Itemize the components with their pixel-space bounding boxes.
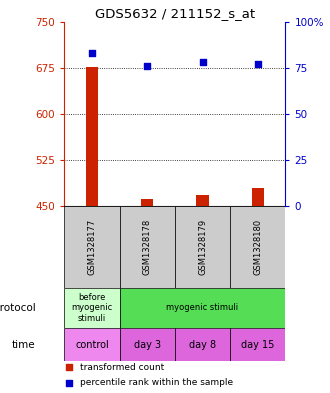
Bar: [252, 188, 264, 206]
Point: [200, 59, 205, 65]
Bar: [119, 206, 175, 288]
Text: day 8: day 8: [189, 340, 216, 350]
Bar: [86, 67, 98, 206]
Title: GDS5632 / 211152_s_at: GDS5632 / 211152_s_at: [95, 7, 255, 20]
Text: day 3: day 3: [134, 340, 161, 350]
Text: GSM1328178: GSM1328178: [143, 219, 152, 275]
Point: [66, 364, 71, 371]
Point: [89, 50, 95, 56]
Bar: [119, 328, 175, 362]
Text: transformed count: transformed count: [80, 363, 164, 372]
Bar: [64, 288, 119, 328]
Text: GSM1328180: GSM1328180: [253, 219, 262, 275]
Point: [255, 61, 260, 67]
Bar: [175, 328, 230, 362]
Text: GSM1328179: GSM1328179: [198, 219, 207, 275]
Text: before
myogenic
stimuli: before myogenic stimuli: [71, 293, 113, 323]
Bar: [175, 206, 230, 288]
Text: protocol: protocol: [0, 303, 36, 313]
Point: [145, 63, 150, 69]
Bar: [196, 195, 209, 206]
Point: [66, 380, 71, 386]
Bar: [141, 199, 153, 206]
Bar: [119, 288, 285, 328]
Text: control: control: [75, 340, 109, 350]
Bar: [64, 328, 119, 362]
Bar: [64, 206, 119, 288]
Text: percentile rank within the sample: percentile rank within the sample: [80, 378, 233, 387]
Text: time: time: [12, 340, 36, 350]
Bar: [230, 328, 285, 362]
Bar: [230, 206, 285, 288]
Text: day 15: day 15: [241, 340, 275, 350]
Text: GSM1328177: GSM1328177: [87, 219, 96, 275]
Text: myogenic stimuli: myogenic stimuli: [166, 303, 239, 312]
